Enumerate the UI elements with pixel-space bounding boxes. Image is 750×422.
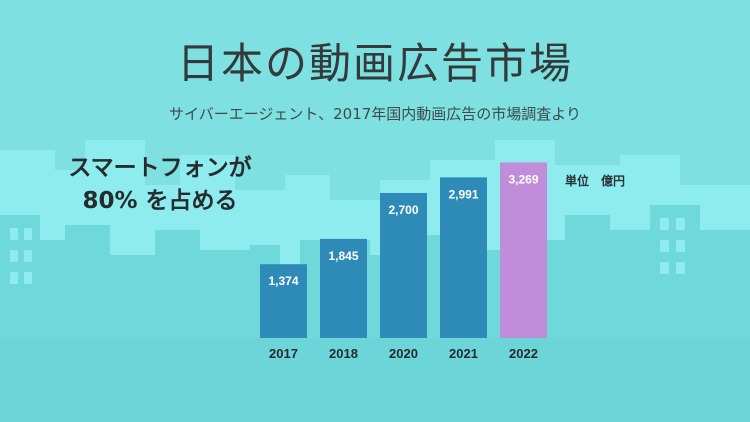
skyline-window	[660, 262, 669, 274]
callout-annotation: スマートフォンが 80% を占める	[0, 152, 320, 218]
skyline-building	[65, 225, 110, 345]
skyline-window	[24, 250, 32, 262]
skyline-building	[695, 230, 750, 345]
unit-label: 単位 億円	[565, 174, 626, 188]
skyline-building	[155, 230, 200, 345]
skyline-building	[600, 230, 655, 345]
skyline-building	[110, 255, 160, 345]
skyline-building	[650, 205, 700, 345]
x-tick-label-2020: 2020	[389, 346, 418, 361]
skyline-building	[200, 250, 255, 345]
bar-2020	[380, 192, 427, 338]
callout-line-2: 80% を占める	[82, 188, 238, 214]
skyline-window	[660, 240, 669, 252]
bar-2021	[440, 177, 487, 338]
skyline-window	[10, 272, 18, 284]
x-tick-label-2022: 2022	[509, 346, 538, 361]
x-tick-label-2021: 2021	[449, 346, 478, 361]
chart-title: 日本の動画広告市場	[176, 39, 573, 88]
data-label-2022: 3,269	[508, 172, 538, 186]
skyline-building	[0, 215, 40, 345]
skyline-window	[10, 228, 18, 240]
data-label-2021: 2,991	[448, 187, 478, 201]
skyline-window	[24, 272, 32, 284]
x-tick-label-2018: 2018	[329, 346, 358, 361]
skyline-window	[10, 250, 18, 262]
skyline-window	[676, 262, 685, 274]
skyline-window	[24, 228, 32, 240]
bar-2018	[320, 238, 367, 338]
skyline-window	[676, 218, 685, 230]
ground-band	[0, 338, 750, 422]
bar-2022	[500, 162, 547, 338]
chart-subtitle: サイバーエージェント、2017年国内動画広告の市場調査より	[169, 105, 581, 123]
skyline-window	[660, 218, 669, 230]
x-tick-label-2017: 2017	[269, 346, 298, 361]
bar-2017	[260, 264, 307, 338]
callout-line-1: スマートフォンが	[68, 155, 252, 181]
data-label-2020: 2,700	[388, 203, 418, 217]
data-label-2017: 1,374	[268, 274, 298, 288]
bar-series: 1,374 2017 1,845 2018 2,700 2020 2,991 2021 3,26…	[260, 162, 547, 361]
data-label-2018: 1,845	[328, 249, 358, 263]
skyline-building	[35, 240, 70, 345]
skyline-window	[676, 240, 685, 252]
